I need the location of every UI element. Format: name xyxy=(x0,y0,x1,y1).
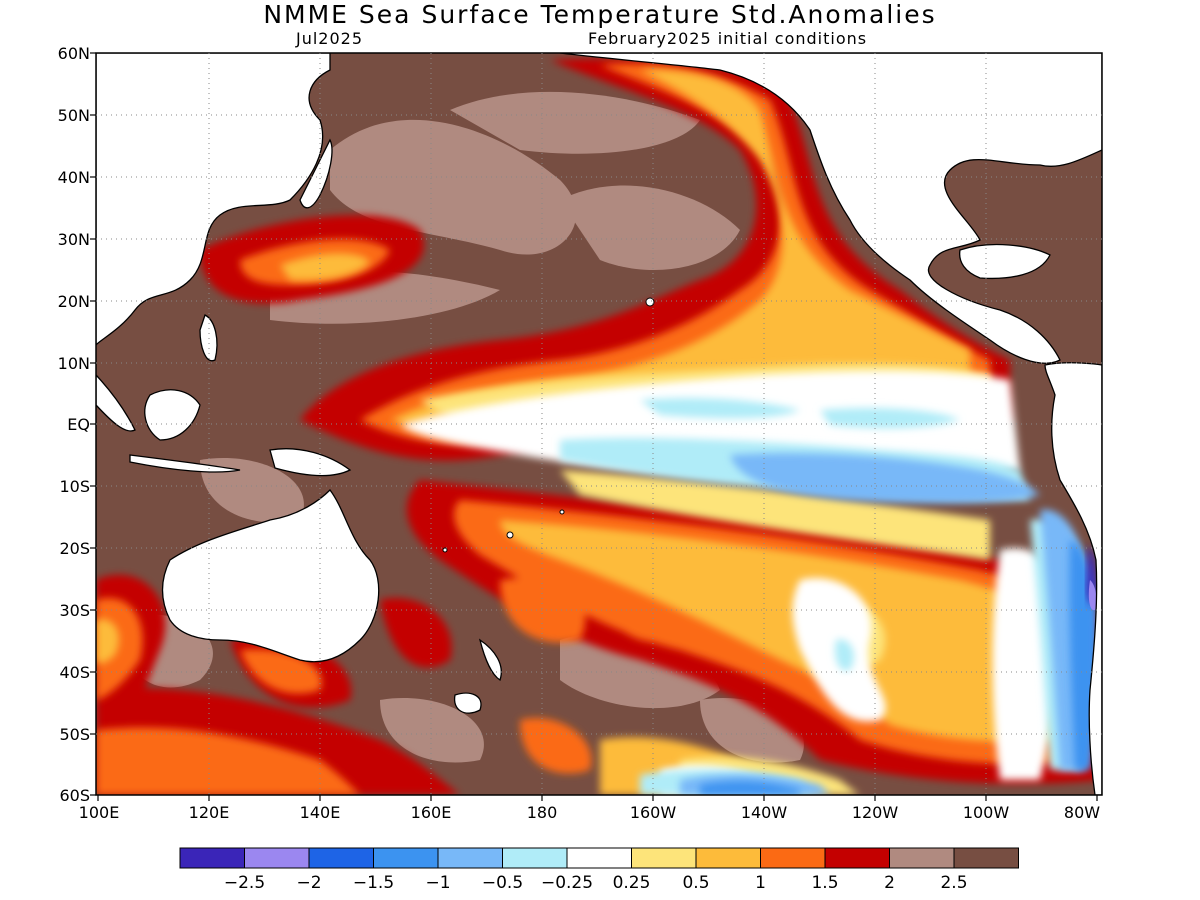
lon-label-120w: 120W xyxy=(851,803,899,822)
colorbar-swatch xyxy=(179,847,245,869)
colorbar-swatch xyxy=(631,847,697,869)
lat-label-eq: EQ xyxy=(67,415,90,434)
colorbar-swatch xyxy=(695,847,761,869)
colorbar-tick-label: −0.5 xyxy=(481,873,524,893)
lat-label-30n: 30N xyxy=(57,230,90,249)
lat-label-10n: 10N xyxy=(57,354,90,373)
colorbar-swatch xyxy=(953,847,1019,869)
lon-label-120e: 120E xyxy=(188,803,230,822)
lat-label-20n: 20N xyxy=(57,292,90,311)
lat-label-10s: 10S xyxy=(59,477,90,496)
colorbar-swatch xyxy=(566,847,632,869)
lon-label-80w: 80W xyxy=(1063,803,1101,822)
subtitle-month: Jul2025 xyxy=(296,29,364,48)
lat-label-50s: 50S xyxy=(59,725,90,744)
colorbar-tick-label: 2.5 xyxy=(940,873,968,893)
colorbar-tick-label: −1.5 xyxy=(352,873,395,893)
colorbar-swatch xyxy=(308,847,374,869)
lat-label-50n: 50N xyxy=(57,106,90,125)
lat-label-40s: 40S xyxy=(59,663,90,682)
colorbar-swatch xyxy=(502,847,568,869)
colorbar-tick-label: −2 xyxy=(296,873,322,893)
lat-label-20s: 20S xyxy=(59,539,90,558)
lon-label-100w: 100W xyxy=(962,803,1010,822)
colorbar-tick-label: 0.5 xyxy=(682,873,710,893)
lat-label-60s: 60S xyxy=(59,786,90,805)
colorbar-tick-label: −0.25 xyxy=(540,873,594,893)
colorbar-tick-label: 1.5 xyxy=(811,873,839,893)
colorbar-swatch xyxy=(437,847,503,869)
colorbar-tick-label: 1 xyxy=(755,873,766,893)
colorbar-swatch xyxy=(824,847,890,869)
lon-label-140e: 140E xyxy=(299,803,341,822)
colorbar-swatch xyxy=(373,847,439,869)
gridlines xyxy=(96,53,1102,795)
colorbar-tick-label: 2 xyxy=(884,873,895,893)
colorbar-tick-label: −1 xyxy=(425,873,451,893)
colorbar-swatch xyxy=(244,847,310,869)
lat-label-30s: 30S xyxy=(59,601,90,620)
colorbar-swatch xyxy=(760,847,826,869)
colorbar-tick-label: −2.5 xyxy=(223,873,266,893)
lon-label-160e: 160E xyxy=(410,803,452,822)
chart-title: NMME Sea Surface Temperature Std.Anomali… xyxy=(263,0,937,29)
lat-label-60n: 60N xyxy=(57,44,90,63)
lon-label-160w: 160W xyxy=(629,803,677,822)
lon-label-180: 180 xyxy=(526,803,558,822)
tick-marks xyxy=(90,52,1098,801)
colorbar-swatch xyxy=(889,847,955,869)
colorbar-tick-label: 0.25 xyxy=(612,873,651,893)
land-outlines xyxy=(96,53,1102,795)
lat-label-40n: 40N xyxy=(57,168,90,187)
subtitle-initial-conditions: February2025 initial conditions xyxy=(588,29,868,48)
lon-label-140w: 140W xyxy=(740,803,788,822)
lon-label-100e: 100E xyxy=(78,803,120,822)
